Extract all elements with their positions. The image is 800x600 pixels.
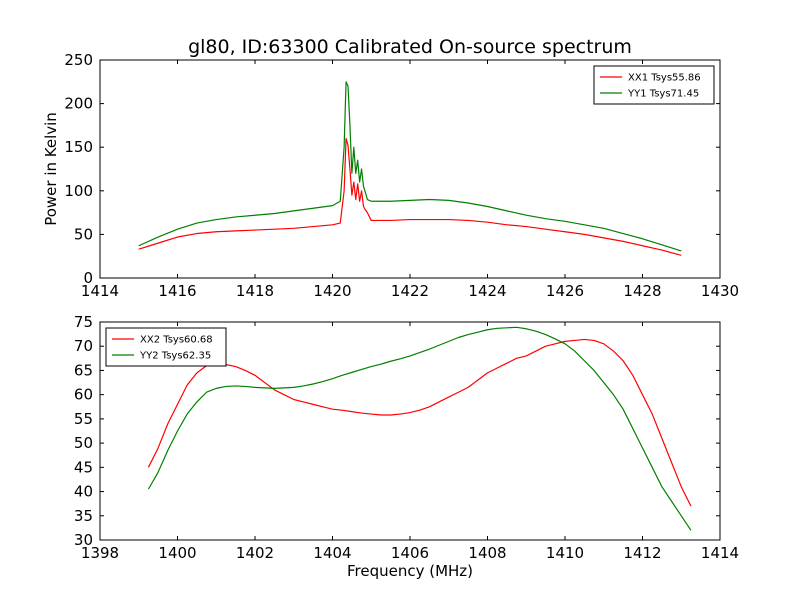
x-tick-label: 1422 <box>391 282 429 300</box>
y-tick-label: 60 <box>74 386 93 404</box>
legend: XX2 Tsys60.68 YY2 Tsys62.35 <box>105 327 227 367</box>
y-tick-label: 200 <box>64 95 93 113</box>
x-tick-label: 1404 <box>313 544 351 562</box>
x-tick-label: 1414 <box>81 282 119 300</box>
x-tick-label: 1406 <box>391 544 429 562</box>
y-tick-label: 40 <box>74 483 93 501</box>
y-tick-label: 250 <box>64 51 93 69</box>
x-tick-label: 1428 <box>623 282 661 300</box>
x-tick-label: 1416 <box>158 282 196 300</box>
y-tick-label: 55 <box>74 410 93 428</box>
legend-label: XX2 Tsys60.68 <box>140 335 213 346</box>
y-tick-label: 45 <box>74 458 93 476</box>
y-tick-label: 0 <box>83 269 93 287</box>
legend-label: YY2 Tsys62.35 <box>139 351 211 362</box>
x-tick-label: 1400 <box>158 544 196 562</box>
legend-label: YY1 Tsys71.45 <box>627 89 699 100</box>
x-tick-label: 1414 <box>701 544 739 562</box>
x-tick-label: 1410 <box>546 544 584 562</box>
y-tick-label: 150 <box>64 138 93 156</box>
y-tick-label: 50 <box>74 434 93 452</box>
legend-label: XX1 Tsys55.86 <box>628 73 701 84</box>
x-tick-label: 1430 <box>701 282 739 300</box>
x-tick-label: 1420 <box>313 282 351 300</box>
legend: XX1 Tsys55.86 YY1 Tsys71.45 <box>593 65 715 105</box>
x-tick-label: 1412 <box>623 544 661 562</box>
y-tick-label: 100 <box>64 182 93 200</box>
y-tick-label: 30 <box>74 531 93 549</box>
series-line-xx2-tsys60-68 <box>147 338 692 507</box>
series-line-yy2-tsys62-35 <box>147 326 692 531</box>
x-tick-label: 1418 <box>236 282 274 300</box>
legend-box <box>105 327 227 367</box>
figure-title: gl80, ID:63300 Calibrated On-source spec… <box>188 36 632 58</box>
x-tick-label: 1426 <box>546 282 584 300</box>
x-axis-label: Frequency (MHz) <box>347 562 473 580</box>
x-tick-label: 1424 <box>468 282 506 300</box>
x-tick-label: 1408 <box>468 544 506 562</box>
y-tick-label: 50 <box>74 225 93 243</box>
x-tick-label: 1402 <box>236 544 274 562</box>
y-tick-label: 70 <box>74 337 93 355</box>
y-tick-label: 65 <box>74 361 93 379</box>
y-tick-label: 75 <box>74 313 93 331</box>
series-line-xx1-tsys55-86 <box>138 137 682 256</box>
bottom-spectrum-panel: 1398 1400 1402 1404 1406 1408 1410 1412 1414 30 35… <box>74 313 739 580</box>
x-tick-label: 1398 <box>81 544 119 562</box>
legend-box <box>593 65 715 105</box>
series-line-yy1-tsys71-45 <box>138 81 682 252</box>
top-spectrum-panel: 1414 1416 1418 1420 1422 1424 1426 1428 1430 0 50 1… <box>42 51 739 300</box>
y-axis-label: Power in Kelvin <box>42 112 60 226</box>
y-tick-label: 35 <box>74 507 93 525</box>
